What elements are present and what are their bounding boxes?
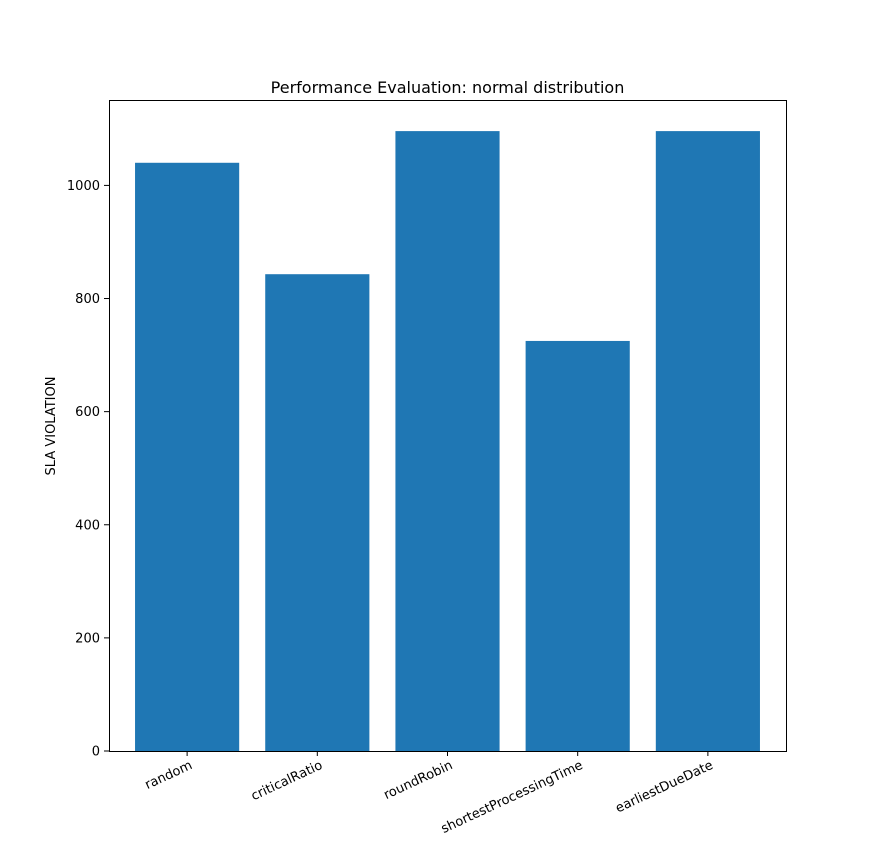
y-tick-label: 1000 (67, 179, 100, 194)
bar-criticalRatio (265, 274, 370, 751)
chart-title: Performance Evaluation: normal distribut… (271, 78, 625, 97)
y-tick-label: 0 (92, 745, 100, 760)
bar-random (135, 162, 240, 751)
bars-layer (135, 131, 760, 751)
bar-earliestDueDate (655, 131, 760, 751)
bar-shortestProcessingTime (525, 340, 630, 751)
y-tick-label: 200 (75, 631, 100, 646)
y-tick-label: 800 (75, 292, 100, 307)
plot-frame (109, 100, 787, 752)
y-tick-label: 600 (75, 405, 100, 420)
y-axis: 0 200 400 600 800 1000 (67, 179, 109, 760)
y-tick-label: 400 (75, 518, 100, 533)
bar-roundRobin (395, 131, 500, 751)
y-axis-label: SLA VIOLATION (44, 377, 59, 476)
